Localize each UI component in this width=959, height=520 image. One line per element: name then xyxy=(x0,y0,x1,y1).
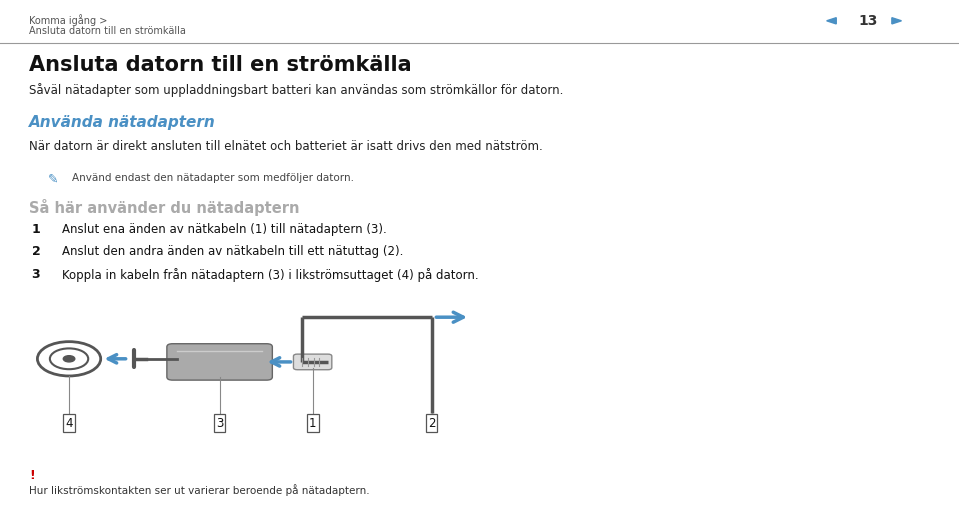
Text: 3: 3 xyxy=(216,417,223,430)
Text: Koppla in kabeln från nätadaptern (3) i likströmsuttaget (4) på datorn.: Koppla in kabeln från nätadaptern (3) i … xyxy=(62,268,479,282)
Polygon shape xyxy=(827,18,836,24)
Text: Såväl nätadapter som uppladdningsbart batteri kan användas som strömkällor för d: Såväl nätadapter som uppladdningsbart ba… xyxy=(29,83,563,97)
Text: Använd endast den nätadapter som medföljer datorn.: Använd endast den nätadapter som medfölj… xyxy=(72,173,354,183)
Text: 1: 1 xyxy=(32,223,40,236)
Circle shape xyxy=(63,356,75,362)
Text: 4: 4 xyxy=(65,417,73,430)
Text: !: ! xyxy=(29,469,35,482)
Text: Ansluta datorn till en strömkälla: Ansluta datorn till en strömkälla xyxy=(29,26,186,36)
Text: 2: 2 xyxy=(428,417,435,430)
Text: 2: 2 xyxy=(32,245,40,258)
Text: När datorn är direkt ansluten till elnätet och batteriet är isatt drivs den med : När datorn är direkt ansluten till elnät… xyxy=(29,140,543,153)
FancyBboxPatch shape xyxy=(167,344,272,380)
Text: Komma igång >: Komma igång > xyxy=(29,15,107,27)
Text: Anslut den andra änden av nätkabeln till ett nätuttag (2).: Anslut den andra änden av nätkabeln till… xyxy=(62,245,404,258)
Text: Använda nätadaptern: Använda nätadaptern xyxy=(29,115,216,131)
Text: Anslut ena änden av nätkabeln (1) till nätadaptern (3).: Anslut ena änden av nätkabeln (1) till n… xyxy=(62,223,387,236)
FancyBboxPatch shape xyxy=(293,354,332,370)
Text: Hur likströmskontakten ser ut varierar beroende på nätadaptern.: Hur likströmskontakten ser ut varierar b… xyxy=(29,484,369,496)
Text: ✎: ✎ xyxy=(48,173,58,186)
Text: 13: 13 xyxy=(858,14,877,28)
Text: 1: 1 xyxy=(309,417,316,430)
Text: Så här använder du nätadaptern: Så här använder du nätadaptern xyxy=(29,199,299,216)
Polygon shape xyxy=(892,18,901,24)
Text: 3: 3 xyxy=(32,268,40,281)
Text: Ansluta datorn till en strömkälla: Ansluta datorn till en strömkälla xyxy=(29,55,411,74)
